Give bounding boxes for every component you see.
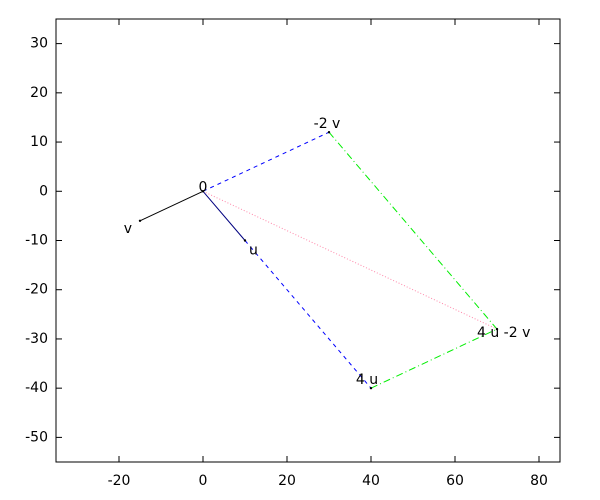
y-tick-label: -50 <box>25 429 48 445</box>
point-label: u <box>249 243 258 259</box>
x-tick-label: 0 <box>199 473 208 489</box>
vector-line <box>202 131 330 192</box>
point-label: 4 u -2 v <box>477 325 530 341</box>
point <box>327 131 331 134</box>
y-tick-label: -20 <box>25 282 48 298</box>
y-tick-label: -10 <box>25 233 48 249</box>
x-tick-label: 60 <box>446 473 464 489</box>
vector-line <box>202 190 498 330</box>
point-label: v <box>124 221 132 237</box>
vector-line <box>370 328 498 389</box>
vector-line <box>139 190 204 222</box>
point <box>495 327 499 331</box>
plot-frame <box>55 18 561 463</box>
vector-line <box>244 240 372 389</box>
x-tick-label: 80 <box>530 473 548 489</box>
point <box>243 239 247 242</box>
point-label: -2 v <box>314 116 341 132</box>
vector-line <box>202 190 246 241</box>
x-tick-label: 40 <box>362 473 380 489</box>
point-label: 4 u <box>356 372 378 388</box>
vector-line <box>328 131 498 330</box>
point <box>369 386 373 390</box>
point-label: 0 <box>199 179 208 195</box>
y-tick-label: -30 <box>25 331 48 347</box>
y-tick-label: -40 <box>25 380 48 396</box>
y-tick-label: 20 <box>30 85 48 101</box>
x-tick-label: 20 <box>278 473 296 489</box>
x-tick-label: -20 <box>108 473 131 489</box>
point <box>201 190 205 193</box>
y-tick-label: 30 <box>30 36 48 52</box>
y-tick-label: 0 <box>39 183 48 199</box>
point <box>138 219 142 223</box>
y-tick-label: 10 <box>30 134 48 150</box>
